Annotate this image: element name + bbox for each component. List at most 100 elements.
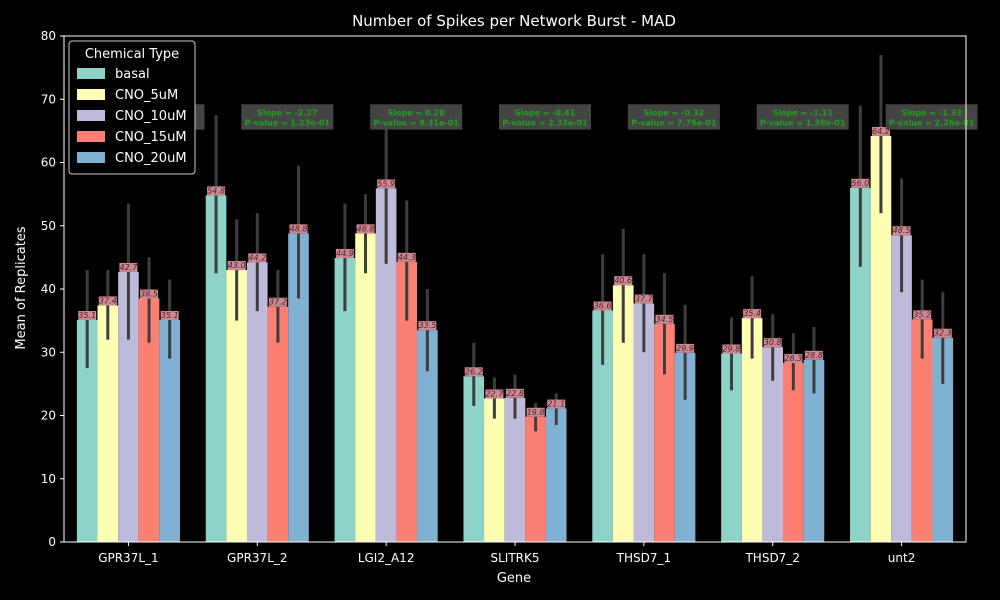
value-label: 36.6 [594, 302, 612, 311]
value-label: 48.8 [357, 224, 375, 233]
legend-swatch [77, 89, 105, 100]
x-tick-label: GPR37L_2 [227, 551, 287, 565]
value-label: 26.2 [465, 367, 483, 376]
value-label-box [335, 249, 354, 259]
value-label: 22.8 [506, 389, 524, 398]
bar [118, 271, 139, 542]
x-tick-label: LGI2_A12 [358, 551, 415, 565]
value-label-box [227, 261, 246, 271]
value-label-box [933, 328, 952, 338]
annotation-box [499, 104, 591, 130]
annotation-text: P-value = 8.31e-01 [373, 119, 459, 128]
plot-area: 35.1 54.8 44.9 26.2 36.6 29.8 56.0 37.4 43.0 48.8… [76, 54, 978, 543]
value-label-box [871, 126, 890, 136]
legend: Chemical Type basal CNO_5uM CNO_10uM CNO_15u… [68, 40, 196, 175]
bar [417, 330, 438, 542]
bar [159, 319, 180, 542]
annotation-text: Slope = -0.41 [515, 109, 576, 118]
bar [97, 305, 119, 542]
y-tick-label: 50 [41, 219, 56, 233]
chart-title: Number of Spikes per Network Burst - MAD [352, 12, 676, 30]
value-label-box [377, 179, 396, 189]
bar [721, 353, 742, 542]
bar [633, 303, 655, 542]
annotation-box [885, 104, 978, 130]
value-label: 30.8 [764, 338, 782, 347]
value-label: 28.3 [784, 354, 802, 363]
value-label-box [160, 310, 179, 320]
bar [783, 363, 804, 542]
bar [226, 270, 247, 542]
value-label: 35.1 [78, 311, 96, 320]
bar [803, 359, 825, 542]
value-label-box [506, 388, 524, 398]
legend-label: CNO_10uM [115, 109, 187, 124]
bar [267, 306, 289, 542]
value-label: 42.7 [120, 263, 139, 272]
bar [545, 408, 567, 542]
y-tick-label: 80 [41, 29, 56, 43]
value-label-box [119, 262, 138, 272]
legend-title: Chemical Type [85, 47, 179, 62]
value-label-box [418, 321, 437, 331]
value-label-box [140, 289, 159, 299]
annotation-text: P-value = 1.23e-01 [245, 119, 331, 128]
bar [762, 347, 784, 542]
value-label-box [804, 350, 823, 360]
bar [891, 235, 912, 543]
bar [850, 187, 871, 543]
bar [654, 323, 675, 542]
y-tick-label: 40 [41, 282, 56, 296]
value-label: 48.8 [290, 224, 308, 233]
annotation-text: P-value = 2.26e-01 [889, 119, 975, 128]
value-label-box [851, 178, 870, 188]
bar [592, 310, 613, 542]
legend-swatch [77, 131, 105, 142]
value-label: 37.7 [635, 295, 654, 304]
value-label-box [614, 276, 633, 286]
bar [870, 135, 892, 542]
annotation-text: Slope = -2.27 [257, 109, 317, 118]
value-label: 21.1 [547, 400, 565, 409]
bar [138, 298, 160, 542]
value-label-box [526, 407, 545, 417]
value-label-box [784, 354, 803, 364]
x-tick-label: unt2 [888, 551, 916, 565]
bar [741, 318, 763, 542]
annotation-text: P-value = 2.33e-01 [502, 119, 588, 128]
value-label: 54.8 [207, 186, 225, 195]
annotation-box [370, 104, 463, 130]
value-label-box [634, 294, 653, 304]
y-tick-label: 60 [41, 156, 56, 170]
value-label: 38.5 [140, 289, 158, 298]
bar [205, 195, 227, 542]
value-label-box [547, 399, 566, 409]
value-label: 44.3 [398, 253, 416, 262]
value-label: 37.2 [269, 298, 287, 307]
value-label: 34.5 [656, 315, 674, 324]
value-label: 35.1 [161, 311, 179, 320]
value-label: 28.8 [805, 351, 823, 360]
value-label-box [676, 343, 695, 353]
y-tick-label: 0 [48, 535, 56, 549]
bar [525, 416, 546, 542]
bar [484, 398, 505, 542]
value-label: 64.2 [872, 127, 890, 136]
bar [932, 337, 954, 542]
y-axis-label: Mean of Replicates [14, 226, 29, 349]
value-label: 29.9 [676, 344, 694, 353]
value-label-box [913, 310, 932, 320]
value-label: 48.5 [893, 226, 911, 235]
x-tick-label: THSD7_1 [616, 551, 671, 565]
value-label: 22.7 [485, 389, 504, 398]
x-tick-label: GPR37L_1 [98, 551, 158, 565]
value-label-box [397, 252, 416, 262]
value-label-box [743, 309, 762, 319]
annotation-text: Slope = 0.28 [388, 109, 446, 118]
annotation-text: P-value = 1.38e-01 [760, 119, 846, 128]
value-label-box [485, 389, 504, 399]
legend-label: CNO_15uM [115, 130, 187, 145]
bar [612, 285, 634, 542]
value-label: 37.4 [99, 296, 117, 305]
